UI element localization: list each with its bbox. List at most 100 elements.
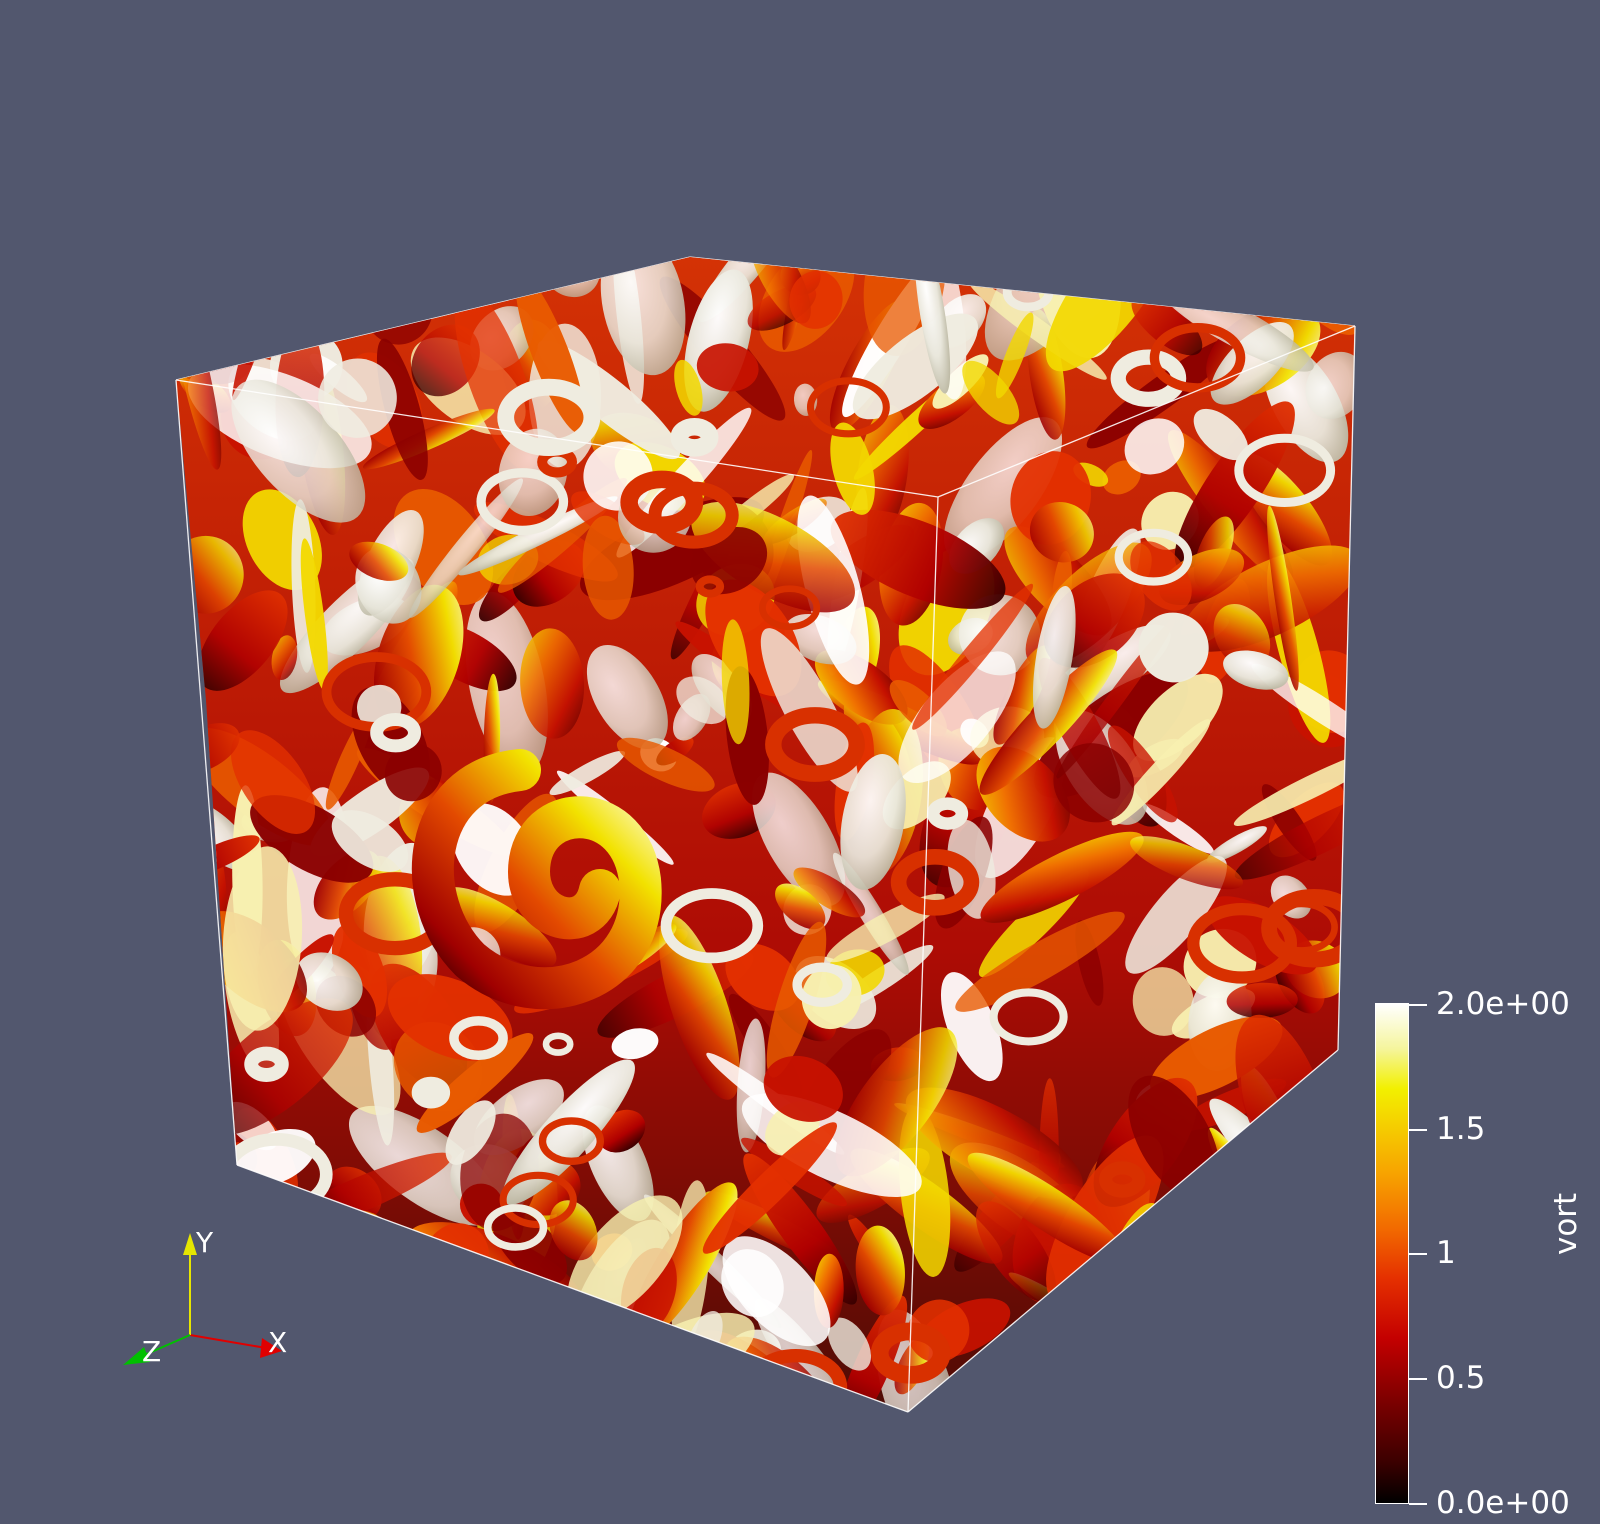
vortex-tube xyxy=(1209,1098,1339,1239)
vortex-tube xyxy=(1206,826,1267,863)
vortex-tube xyxy=(597,1109,646,1153)
vortex-tube xyxy=(1022,1334,1121,1412)
vortex-tube xyxy=(1029,501,1094,563)
vortex-tube xyxy=(458,496,618,576)
vortex-ring xyxy=(1149,322,1246,393)
z-axis-label: Z xyxy=(142,1335,161,1368)
vortex-tube xyxy=(1234,786,1355,880)
vortex-tube xyxy=(1185,1295,1241,1412)
vortex-tube xyxy=(416,1033,534,1133)
vortex-tube xyxy=(300,538,328,691)
vortex-tube xyxy=(408,1246,459,1317)
x-axis-label: X xyxy=(268,1326,287,1359)
colorbar-label-0-5: 0.5 xyxy=(1436,1360,1486,1396)
vortex-ring xyxy=(1153,1260,1220,1311)
vortex-tube xyxy=(331,810,409,872)
vortex-tube xyxy=(384,1249,423,1301)
vortex-ring xyxy=(890,848,980,916)
vortex-ring xyxy=(542,1032,574,1056)
vortex-tube xyxy=(1138,612,1209,683)
colorbar-title: vort xyxy=(1548,1192,1584,1255)
vortex-ring xyxy=(449,1016,508,1061)
vortex-tube xyxy=(1102,460,1141,495)
vortex-tube xyxy=(659,915,740,1100)
vortex-tube xyxy=(1269,1259,1331,1351)
vortex-tube xyxy=(245,1213,329,1265)
vortex-tube xyxy=(1178,1221,1252,1277)
vortex-tube xyxy=(1053,743,1135,823)
vortex-tube xyxy=(1124,418,1185,475)
vortex-tube xyxy=(1235,1166,1261,1285)
vortex-tube xyxy=(1130,541,1192,611)
vortex-ring xyxy=(792,962,852,1008)
vortex-tube xyxy=(702,1122,838,1254)
vortex-tube xyxy=(384,743,442,802)
vortex-tube xyxy=(356,259,410,314)
vortex-ring xyxy=(1099,1161,1146,1198)
vortex-tube xyxy=(1130,836,1243,890)
vortex-tube xyxy=(299,1203,342,1237)
colorbar-label-1: 1 xyxy=(1436,1235,1456,1271)
y-axis-arrow xyxy=(183,1233,197,1255)
vortex-tube xyxy=(1264,1133,1342,1211)
colorbar-tick-1-5 xyxy=(1409,1129,1427,1131)
vortex-ring xyxy=(1110,349,1187,407)
vortex-ring xyxy=(660,888,764,964)
colorbar-tick-min xyxy=(1409,1503,1427,1505)
colorbar-tick-1 xyxy=(1409,1253,1427,1255)
vortex-tube xyxy=(674,359,703,416)
vortex-ring xyxy=(1261,888,1355,968)
vortex-tube xyxy=(302,1246,360,1301)
vortex-tube xyxy=(830,422,875,515)
vortex-tube xyxy=(318,358,397,438)
vorticity-isosurface xyxy=(176,257,1355,1412)
vortex-tube xyxy=(1131,294,1203,356)
vortex-tube xyxy=(855,1225,905,1316)
central-vortex-swirl xyxy=(411,749,662,1010)
vortex-tube xyxy=(586,644,668,750)
vortex-tube xyxy=(408,478,524,618)
vortex-ring xyxy=(695,575,725,598)
vortex-tube xyxy=(967,1152,1128,1265)
vortex-ring xyxy=(927,797,969,830)
vortex-tube xyxy=(722,1236,831,1347)
vortex-tube xyxy=(549,750,626,796)
vortex-tube xyxy=(947,1388,978,1412)
vortex-tube xyxy=(696,343,759,392)
vortex-tube xyxy=(454,287,539,471)
vortex-tube xyxy=(445,1100,496,1165)
vortex-tube xyxy=(441,887,557,968)
vortex-tube xyxy=(980,831,1144,923)
orientation-axes[interactable]: X Y Z xyxy=(123,1226,287,1368)
vortex-tube xyxy=(326,1352,420,1412)
vortex-ring xyxy=(370,713,422,753)
vortex-tube xyxy=(995,312,1034,399)
colorbar xyxy=(1375,1003,1409,1504)
vortex-tube xyxy=(582,515,634,620)
colorbar-label-1-5: 1.5 xyxy=(1436,1111,1486,1147)
vortex-tube xyxy=(376,338,428,480)
vortex-ring xyxy=(1234,433,1336,507)
z-axis-line xyxy=(139,1334,191,1358)
vortex-tube xyxy=(976,1201,1056,1302)
colorbar-tick-0-5 xyxy=(1409,1378,1427,1380)
vortex-tube xyxy=(567,1195,683,1322)
vortex-tube xyxy=(1249,1184,1355,1237)
vortex-tube xyxy=(233,1236,304,1310)
vortex-tube xyxy=(477,1300,520,1331)
cube-outline-front xyxy=(175,325,1356,1413)
vortex-tube xyxy=(1243,1176,1334,1295)
vortex-ring xyxy=(538,1117,604,1166)
z-axis-arrow xyxy=(123,1347,150,1365)
vortex-ring xyxy=(1114,528,1193,586)
vortex-tube xyxy=(1133,673,1223,761)
vortex-tube xyxy=(487,1337,549,1412)
vortex-tube xyxy=(429,1314,532,1412)
vortex-tube xyxy=(1132,967,1194,1036)
vortex-tube xyxy=(441,1267,511,1412)
vortex-tube xyxy=(1105,1234,1156,1372)
vortex-tube xyxy=(616,737,715,792)
vortex-tube xyxy=(507,1290,572,1412)
vortex-tube xyxy=(295,952,363,1011)
